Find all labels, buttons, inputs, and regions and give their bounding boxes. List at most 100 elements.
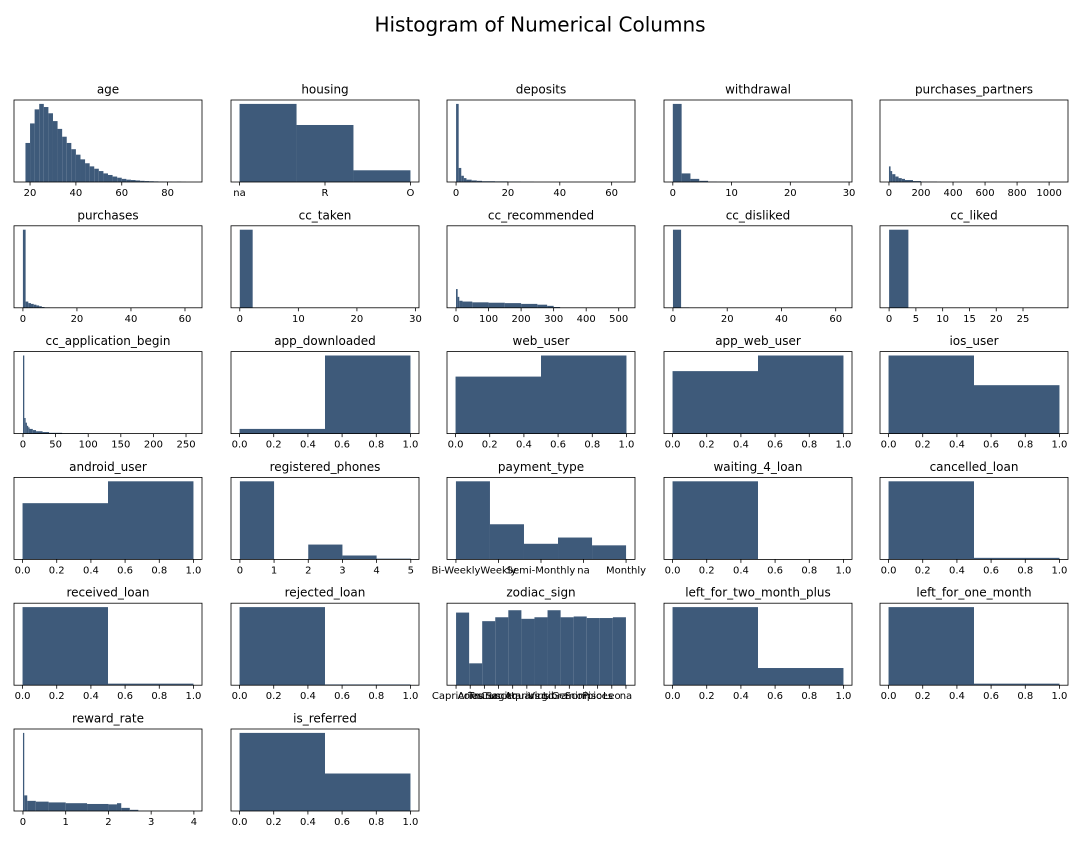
x-tick-label: 250 <box>176 440 195 451</box>
bar <box>699 180 709 182</box>
x-tick-label: 25 <box>1017 314 1030 325</box>
x-tick-label: Sagittarius <box>486 691 540 702</box>
bar <box>239 732 325 811</box>
bar <box>457 296 460 308</box>
x-tick-label: 200 <box>144 440 163 451</box>
x-tick-label: 0.0 <box>448 440 464 451</box>
subplot-title: cc_recommended <box>488 208 594 222</box>
bar <box>239 103 297 182</box>
bar <box>342 555 377 560</box>
x-tick-label: 0.8 <box>1017 440 1033 451</box>
bar <box>108 804 117 811</box>
x-tick-label: 0.0 <box>232 440 248 451</box>
bar <box>22 355 25 434</box>
bar <box>558 537 593 560</box>
x-tick-label: 0.0 <box>232 691 248 702</box>
bar <box>672 103 682 182</box>
x-tick-label: 0.4 <box>300 817 316 828</box>
x-tick-label: 10 <box>936 314 949 325</box>
subplot-title: reward_rate <box>72 712 144 726</box>
x-tick-label: O <box>407 188 415 199</box>
x-tick-label: 0.2 <box>49 691 65 702</box>
bar <box>573 616 587 686</box>
subplot-title: web_user <box>513 334 570 348</box>
x-tick-label: 60 <box>605 188 618 199</box>
bar <box>463 178 467 182</box>
x-tick-label: 800 <box>1008 188 1027 199</box>
x-tick-label: 500 <box>609 314 628 325</box>
subplot-title: cc_liked <box>950 208 997 222</box>
x-tick-label: 0.6 <box>334 817 350 828</box>
x-tick-label: 1.0 <box>1052 565 1068 576</box>
x-tick-label: 0.0 <box>881 440 897 451</box>
figure-title: Histogram of Numerical Columns <box>374 13 705 37</box>
subplot-title: withdrawal <box>725 83 791 97</box>
bar <box>482 621 496 686</box>
x-tick-label: R <box>322 188 329 199</box>
bar <box>521 303 538 308</box>
subplot-title: purchases_partners <box>915 83 1033 97</box>
x-tick-label: 0.6 <box>983 691 999 702</box>
subplot-title: app_downloaded <box>274 334 376 348</box>
axes-frame <box>230 351 420 435</box>
bar <box>898 178 902 182</box>
axes-frame <box>663 225 853 309</box>
subplot-title: is_referred <box>293 712 357 726</box>
x-tick-label: Capricorn <box>432 691 480 702</box>
subplot-title: cc_application_begin <box>46 334 171 348</box>
bar <box>758 668 844 686</box>
bar <box>459 300 463 308</box>
axes-frame <box>13 99 203 183</box>
bar <box>25 301 29 308</box>
x-tick-label: 0.2 <box>699 565 715 576</box>
x-tick-label: 0 <box>670 314 676 325</box>
bar <box>504 303 522 308</box>
bar <box>26 425 29 434</box>
x-tick-label: 300 <box>544 314 563 325</box>
bar <box>85 163 90 182</box>
x-tick-label: 0.6 <box>767 691 783 702</box>
bar <box>599 618 613 686</box>
bar <box>758 355 844 434</box>
bar <box>508 610 522 686</box>
x-tick-label: na <box>577 565 589 576</box>
subplot-title: registered_phones <box>270 460 381 474</box>
subplot-title: payment_type <box>498 460 584 474</box>
bar <box>22 229 26 308</box>
bar <box>681 173 691 182</box>
x-tick-label: 0.6 <box>117 565 133 576</box>
bar <box>27 800 36 811</box>
x-tick-label: 1 <box>63 817 69 828</box>
x-tick-label: 0.4 <box>949 565 965 576</box>
axes-frame <box>13 225 203 309</box>
bar <box>296 124 354 182</box>
x-tick-label: 0.8 <box>368 817 384 828</box>
bar <box>30 123 35 182</box>
bar <box>48 113 53 182</box>
bar <box>560 617 574 686</box>
x-tick-label: 1.0 <box>1052 691 1068 702</box>
x-tick-label: Virgo <box>528 691 554 702</box>
bar <box>592 545 627 560</box>
x-tick-label: 0.8 <box>368 691 384 702</box>
bar <box>888 607 974 686</box>
x-tick-label: 20 <box>784 188 797 199</box>
subplot-title: cc_taken <box>299 208 352 222</box>
bar <box>456 103 459 182</box>
bar <box>888 481 974 560</box>
x-tick-label: 1.0 <box>836 440 852 451</box>
x-tick-label: 0.0 <box>665 440 681 451</box>
x-tick-label: 1.0 <box>836 691 852 702</box>
x-tick-label: 80 <box>161 188 174 199</box>
subplot-title: cancelled_loan <box>930 460 1019 474</box>
bar <box>42 432 50 434</box>
bar <box>471 180 477 182</box>
x-tick-label: 60 <box>115 188 128 199</box>
bar <box>469 663 483 686</box>
x-tick-label: 0.8 <box>368 440 384 451</box>
x-tick-label: 40 <box>125 314 138 325</box>
x-tick-label: 0.0 <box>881 691 897 702</box>
x-tick-label: 0 <box>670 188 676 199</box>
x-tick-label: 0.6 <box>117 691 133 702</box>
x-tick-label: 1.0 <box>403 817 419 828</box>
